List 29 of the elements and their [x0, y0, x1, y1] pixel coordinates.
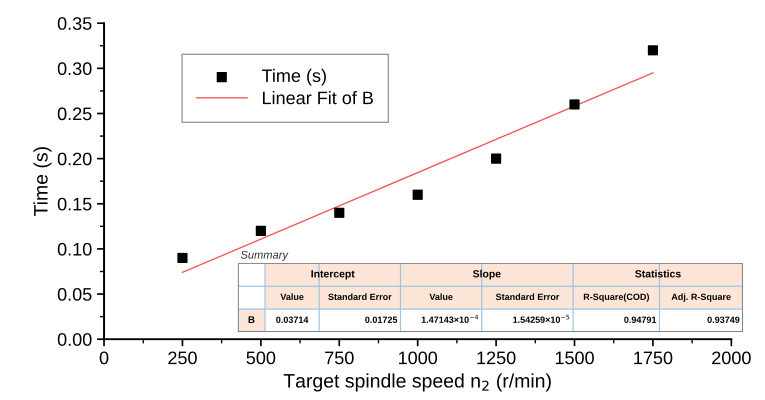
x-axis-title: Target spindle speed n$_{2}$ (r/min)	[284, 373, 551, 392]
y-tick-label: 0.20	[58, 152, 92, 166]
legend-label: Time (s)	[262, 68, 326, 86]
legend-label: Linear Fit of B	[262, 91, 373, 104]
y-tick-label: 0.05	[58, 288, 92, 301]
y-tick-label: 0.10	[58, 242, 92, 256]
x-tick-label: 500	[246, 351, 276, 364]
y-tick-label: 0.25	[58, 107, 92, 120]
y-tick-label: 0.30	[58, 62, 92, 76]
x-tick-label: 750	[325, 351, 354, 364]
x-tick-label: 0	[100, 351, 108, 364]
x-tick-label: 1250	[477, 351, 516, 364]
point	[334, 208, 344, 218]
text: Summary	[240, 250, 289, 261]
y-tick-label: 0.00	[58, 333, 92, 346]
y-axis-title: Time (s)	[33, 147, 52, 216]
x-tick-label: 2000	[712, 351, 751, 364]
x-tick-label: 1000	[398, 351, 438, 364]
point	[412, 190, 423, 200]
point	[256, 226, 266, 236]
x-tick-label: 250	[168, 351, 197, 364]
point	[569, 99, 580, 110]
point	[177, 252, 188, 264]
y-tick-label: 0.35	[58, 17, 92, 30]
y-tick-label: 0.15	[58, 198, 92, 210]
x-tick-label: 1500	[556, 351, 594, 364]
x-tick-label: 1750	[634, 351, 672, 364]
point	[648, 45, 658, 56]
point	[491, 154, 502, 164]
